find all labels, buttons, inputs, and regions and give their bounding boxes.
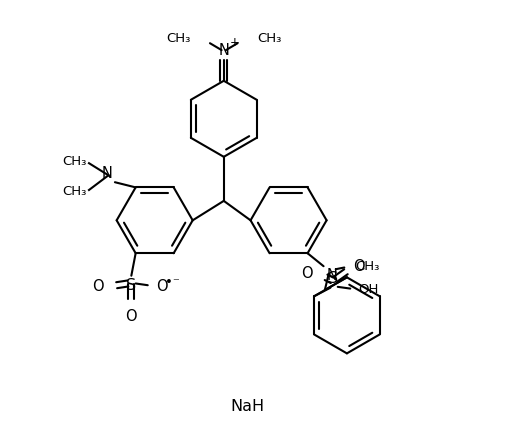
Text: CH₃: CH₃ xyxy=(63,185,87,198)
Text: OH: OH xyxy=(358,283,378,296)
Text: •⁻: •⁻ xyxy=(165,276,179,289)
Text: O: O xyxy=(92,280,104,295)
Text: N: N xyxy=(326,268,337,283)
Text: CH₃: CH₃ xyxy=(257,32,281,45)
Text: CH₃: CH₃ xyxy=(355,260,379,273)
Text: O: O xyxy=(353,259,365,274)
Text: O: O xyxy=(156,280,168,295)
Text: N: N xyxy=(218,43,229,58)
Text: O: O xyxy=(126,309,137,324)
Text: CH₃: CH₃ xyxy=(63,155,87,168)
Text: O: O xyxy=(302,267,313,281)
Text: S: S xyxy=(328,270,339,286)
Text: CH₃: CH₃ xyxy=(166,32,191,45)
Text: N: N xyxy=(102,166,113,181)
Text: +: + xyxy=(230,36,240,49)
Text: S: S xyxy=(126,278,137,293)
Text: NaH: NaH xyxy=(230,399,265,413)
